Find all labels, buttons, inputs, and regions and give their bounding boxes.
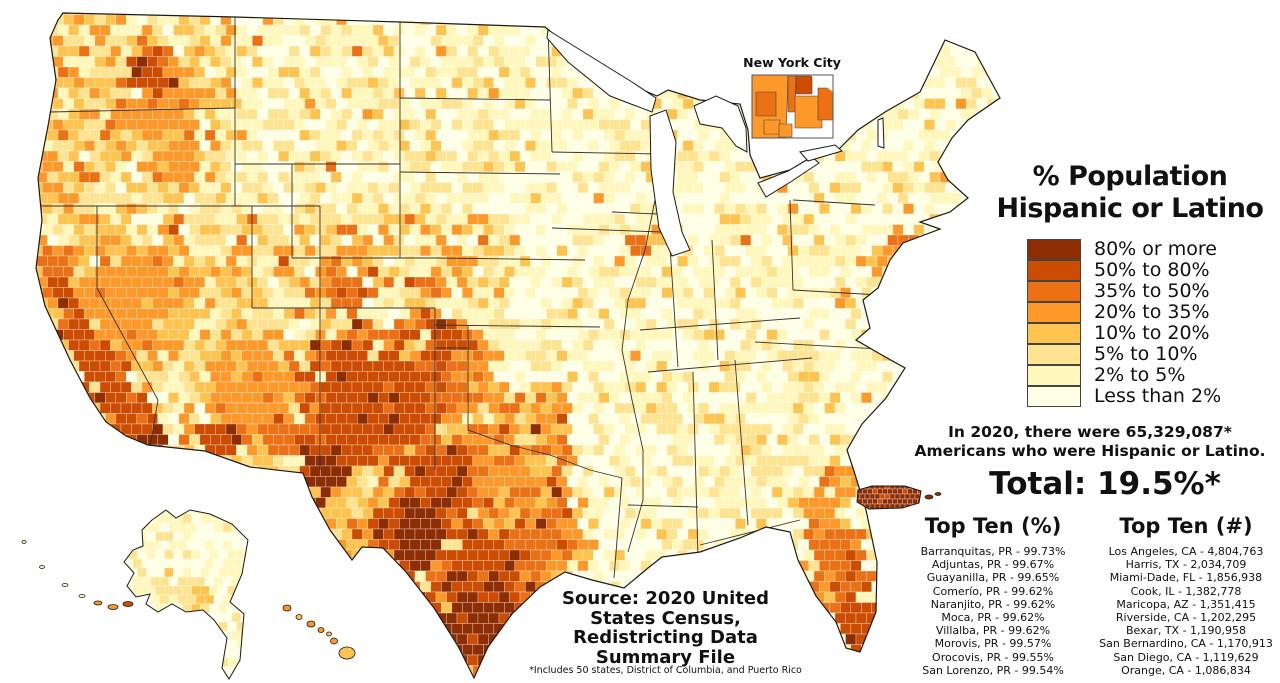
top-ten-percent-item: Morovis, PR - 99.57%	[934, 637, 1052, 651]
top-ten-count-item: Cook, IL - 1,382,778	[1130, 584, 1242, 598]
stats-line1: In 2020, there were 65,329,087*	[948, 423, 1232, 441]
map-title: % Population Hispanic or Latino	[972, 161, 1280, 225]
nyc-inset	[751, 74, 834, 139]
legend-row: 5% to 10%	[1027, 344, 1221, 365]
legend-class-label: 5% to 10%	[1094, 343, 1198, 365]
source-line: Source: 2020 United	[561, 588, 770, 609]
map-title-line2: Hispanic or Latino	[996, 193, 1264, 224]
legend-swatch	[1027, 344, 1081, 365]
legend-swatch	[1027, 386, 1081, 407]
legend-class-label: 35% to 50%	[1094, 280, 1210, 302]
legend: 80% or more 50% to 80% 35% to 50% 20% to 35…	[1027, 239, 1221, 407]
legend-swatch	[1027, 260, 1081, 281]
top-ten-count-item: Los Angeles, CA - 4,804,763	[1108, 545, 1264, 558]
legend-class-label: Less than 2%	[1094, 385, 1222, 407]
top-ten-count-item: Maricopa, AZ - 1,351,415	[1116, 597, 1256, 611]
legend-swatch	[1027, 302, 1081, 323]
source-line: Redistricting Data	[573, 627, 758, 648]
legend-class-label: 20% to 35%	[1094, 301, 1210, 323]
top-ten-count-item: Bexar, TX - 1,190,958	[1125, 624, 1247, 638]
legend-class-label: 10% to 20%	[1094, 322, 1210, 344]
top-ten-percent-item: Moca, PR - 99.62%	[941, 611, 1045, 625]
top-ten-count-item: Miami-Dade, FL - 1,856,938	[1109, 571, 1263, 585]
source-attribution: Source: 2020 United States Census, Redistr…	[538, 589, 793, 667]
top-ten-count-section: Top Ten (#) Los Angeles, CA - 4,804,763 H…	[1091, 514, 1280, 677]
top-ten-percent-item: Guayanilla, PR - 99.65%	[926, 571, 1060, 585]
top-ten-percent-list: Barranquitas, PR - 99.73% Adjuntas, PR - …	[898, 545, 1088, 677]
legend-class-label: 50% to 80%	[1094, 259, 1210, 281]
legend-row: 35% to 50%	[1027, 281, 1221, 302]
top-ten-count-item: Riverside, CA - 1,202,295	[1115, 611, 1257, 625]
legend-swatch	[1027, 281, 1081, 302]
top-ten-count-item: San Diego, CA - 1,119,629	[1113, 650, 1259, 664]
top-ten-percent-item: Orocovis, PR - 99.55%	[932, 650, 1054, 664]
top-ten-percent-item: Adjuntas, PR - 99.67%	[931, 558, 1055, 572]
legend-row: 80% or more	[1027, 239, 1221, 260]
legend-row: 2% to 5%	[1027, 365, 1221, 386]
population-stats: In 2020, there were 65,329,087* American…	[900, 423, 1280, 460]
top-ten-percent-item: Comerío, PR - 99.62%	[932, 584, 1054, 598]
source-line: States Census,	[590, 607, 741, 629]
top-ten-percent-item: Naranjito, PR - 99.62%	[930, 597, 1056, 611]
top-ten-percent-heading: Top Ten (%)	[924, 514, 1062, 538]
top-ten-count-item: San Bernardino, CA - 1,170,913	[1099, 637, 1273, 651]
legend-swatch	[1027, 323, 1081, 344]
legend-row: Less than 2%	[1027, 386, 1221, 407]
top-ten-percent-item: Villalba, PR - 99.62%	[935, 624, 1051, 638]
top-ten-percent-item: Barranquitas, PR - 99.73%	[920, 545, 1066, 558]
source-line: Summary File	[595, 646, 736, 668]
top-ten-percent-section: Top Ten (%) Barranquitas, PR - 99.73% Adj…	[898, 514, 1088, 677]
inset-title: New York City	[743, 55, 841, 70]
legend-swatch	[1027, 365, 1081, 386]
footnote: *Includes 50 states, District of Columbi…	[529, 665, 802, 676]
legend-row: 50% to 80%	[1027, 260, 1221, 281]
top-ten-percent-item: San Lorenzo, PR - 99.54%	[922, 663, 1064, 677]
legend-class-label: 80% or more	[1094, 238, 1217, 260]
legend-swatch	[1027, 239, 1081, 260]
top-ten-count-list: Los Angeles, CA - 4,804,763 Harris, TX - …	[1091, 545, 1280, 677]
legend-row: 10% to 20%	[1027, 323, 1221, 344]
stats-line2: Americans who were Hispanic or Latino.	[914, 441, 1266, 460]
top-ten-count-heading: Top Ten (#)	[1119, 514, 1253, 538]
top-ten-count-item: Orange, CA - 1,086,834	[1121, 663, 1251, 677]
legend-class-label: 2% to 5%	[1094, 364, 1186, 386]
top-ten-count-item: Harris, TX - 2,034,709	[1125, 558, 1247, 572]
legend-row: 20% to 35%	[1027, 302, 1221, 323]
map-title-line1: % Population	[1032, 161, 1228, 192]
total-percentage: Total: 19.5%*	[989, 466, 1221, 502]
